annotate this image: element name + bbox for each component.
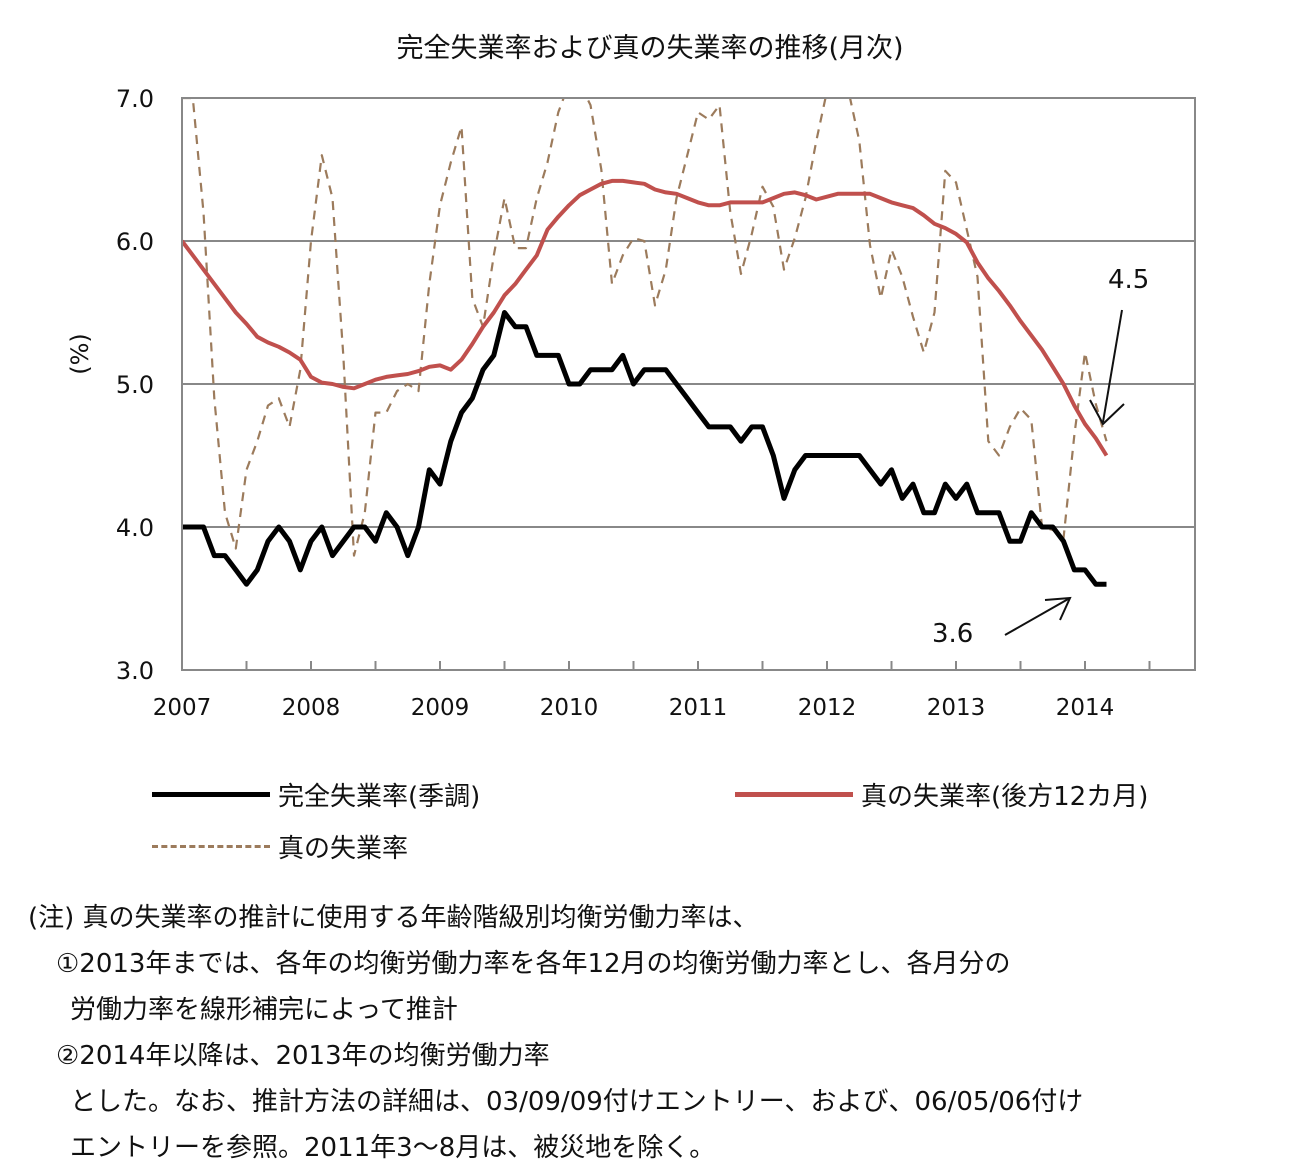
note-line: ①2013年までは、各年の均衡労働力率を各年12月の均衡労働力率とし、各月分の xyxy=(56,949,1011,979)
y-tick-label: 7.0 xyxy=(116,85,154,113)
legend-label: 真の失業率 xyxy=(278,834,409,864)
legend-swatch-solid-red xyxy=(735,792,853,797)
note-line: (注) 真の失業率の推計に使用する年齢階級別均衡労働力率は、 xyxy=(28,903,759,933)
note-line: ②2014年以降は、2013年の均衡労働力率 xyxy=(56,1041,550,1071)
x-tick-label: 2007 xyxy=(153,695,212,721)
legend-label: 完全失業率(季調) xyxy=(278,782,481,812)
series-line-2 xyxy=(182,98,1108,557)
x-tick-label: 2009 xyxy=(411,695,470,721)
footnotes: (注) 真の失業率の推計に使用する年齢階級別均衡労働力率は、 ①2013年までは… xyxy=(28,895,1083,1171)
y-tick-label: 6.0 xyxy=(116,228,154,256)
legend-swatch-solid-black xyxy=(152,792,270,797)
annotation-arrow xyxy=(1004,597,1071,636)
plot-frame xyxy=(181,97,1196,671)
x-tick-label: 2010 xyxy=(540,695,599,721)
arrowhead-icon xyxy=(1044,596,1072,621)
x-tick-label: 2014 xyxy=(1056,695,1115,721)
series-line-0 xyxy=(182,310,1107,587)
note-line: 労働力率を線形補完によって推計 xyxy=(70,995,458,1025)
x-tick-label: 2013 xyxy=(927,695,986,721)
annotation-label: 3.6 xyxy=(932,619,973,649)
legend-item-true-unemployment-12m: 真の失業率(後方12カ月) xyxy=(735,776,1148,813)
series-line-1 xyxy=(182,178,1109,457)
legend-item-true-unemployment: 真の失業率 xyxy=(152,828,408,865)
x-tick-label: 2011 xyxy=(669,695,728,721)
legend-swatch-dashed xyxy=(152,845,270,848)
legend-item-unemployment-sa: 完全失業率(季調) xyxy=(152,776,480,813)
note-line: エントリーを参照。2011年3〜8月は、被災地を除く。 xyxy=(70,1133,716,1163)
y-tick-label: 5.0 xyxy=(116,371,154,399)
annotation-arrow xyxy=(1102,309,1123,423)
legend-label: 真の失業率(後方12カ月) xyxy=(861,782,1149,812)
note-line: とした。なお、推計方法の詳細は、03/09/09付けエントリー、および、06/0… xyxy=(70,1087,1084,1117)
chart-title: 完全失業率および真の失業率の推移(月次) xyxy=(396,33,904,64)
arrowhead-icon xyxy=(1089,399,1125,426)
y-tick-label: 4.0 xyxy=(116,514,154,542)
y-tick-label: 3.0 xyxy=(116,657,154,685)
annotation-label: 4.5 xyxy=(1108,265,1149,295)
x-tick-label: 2008 xyxy=(282,695,341,721)
x-tick-label: 2012 xyxy=(798,695,857,721)
